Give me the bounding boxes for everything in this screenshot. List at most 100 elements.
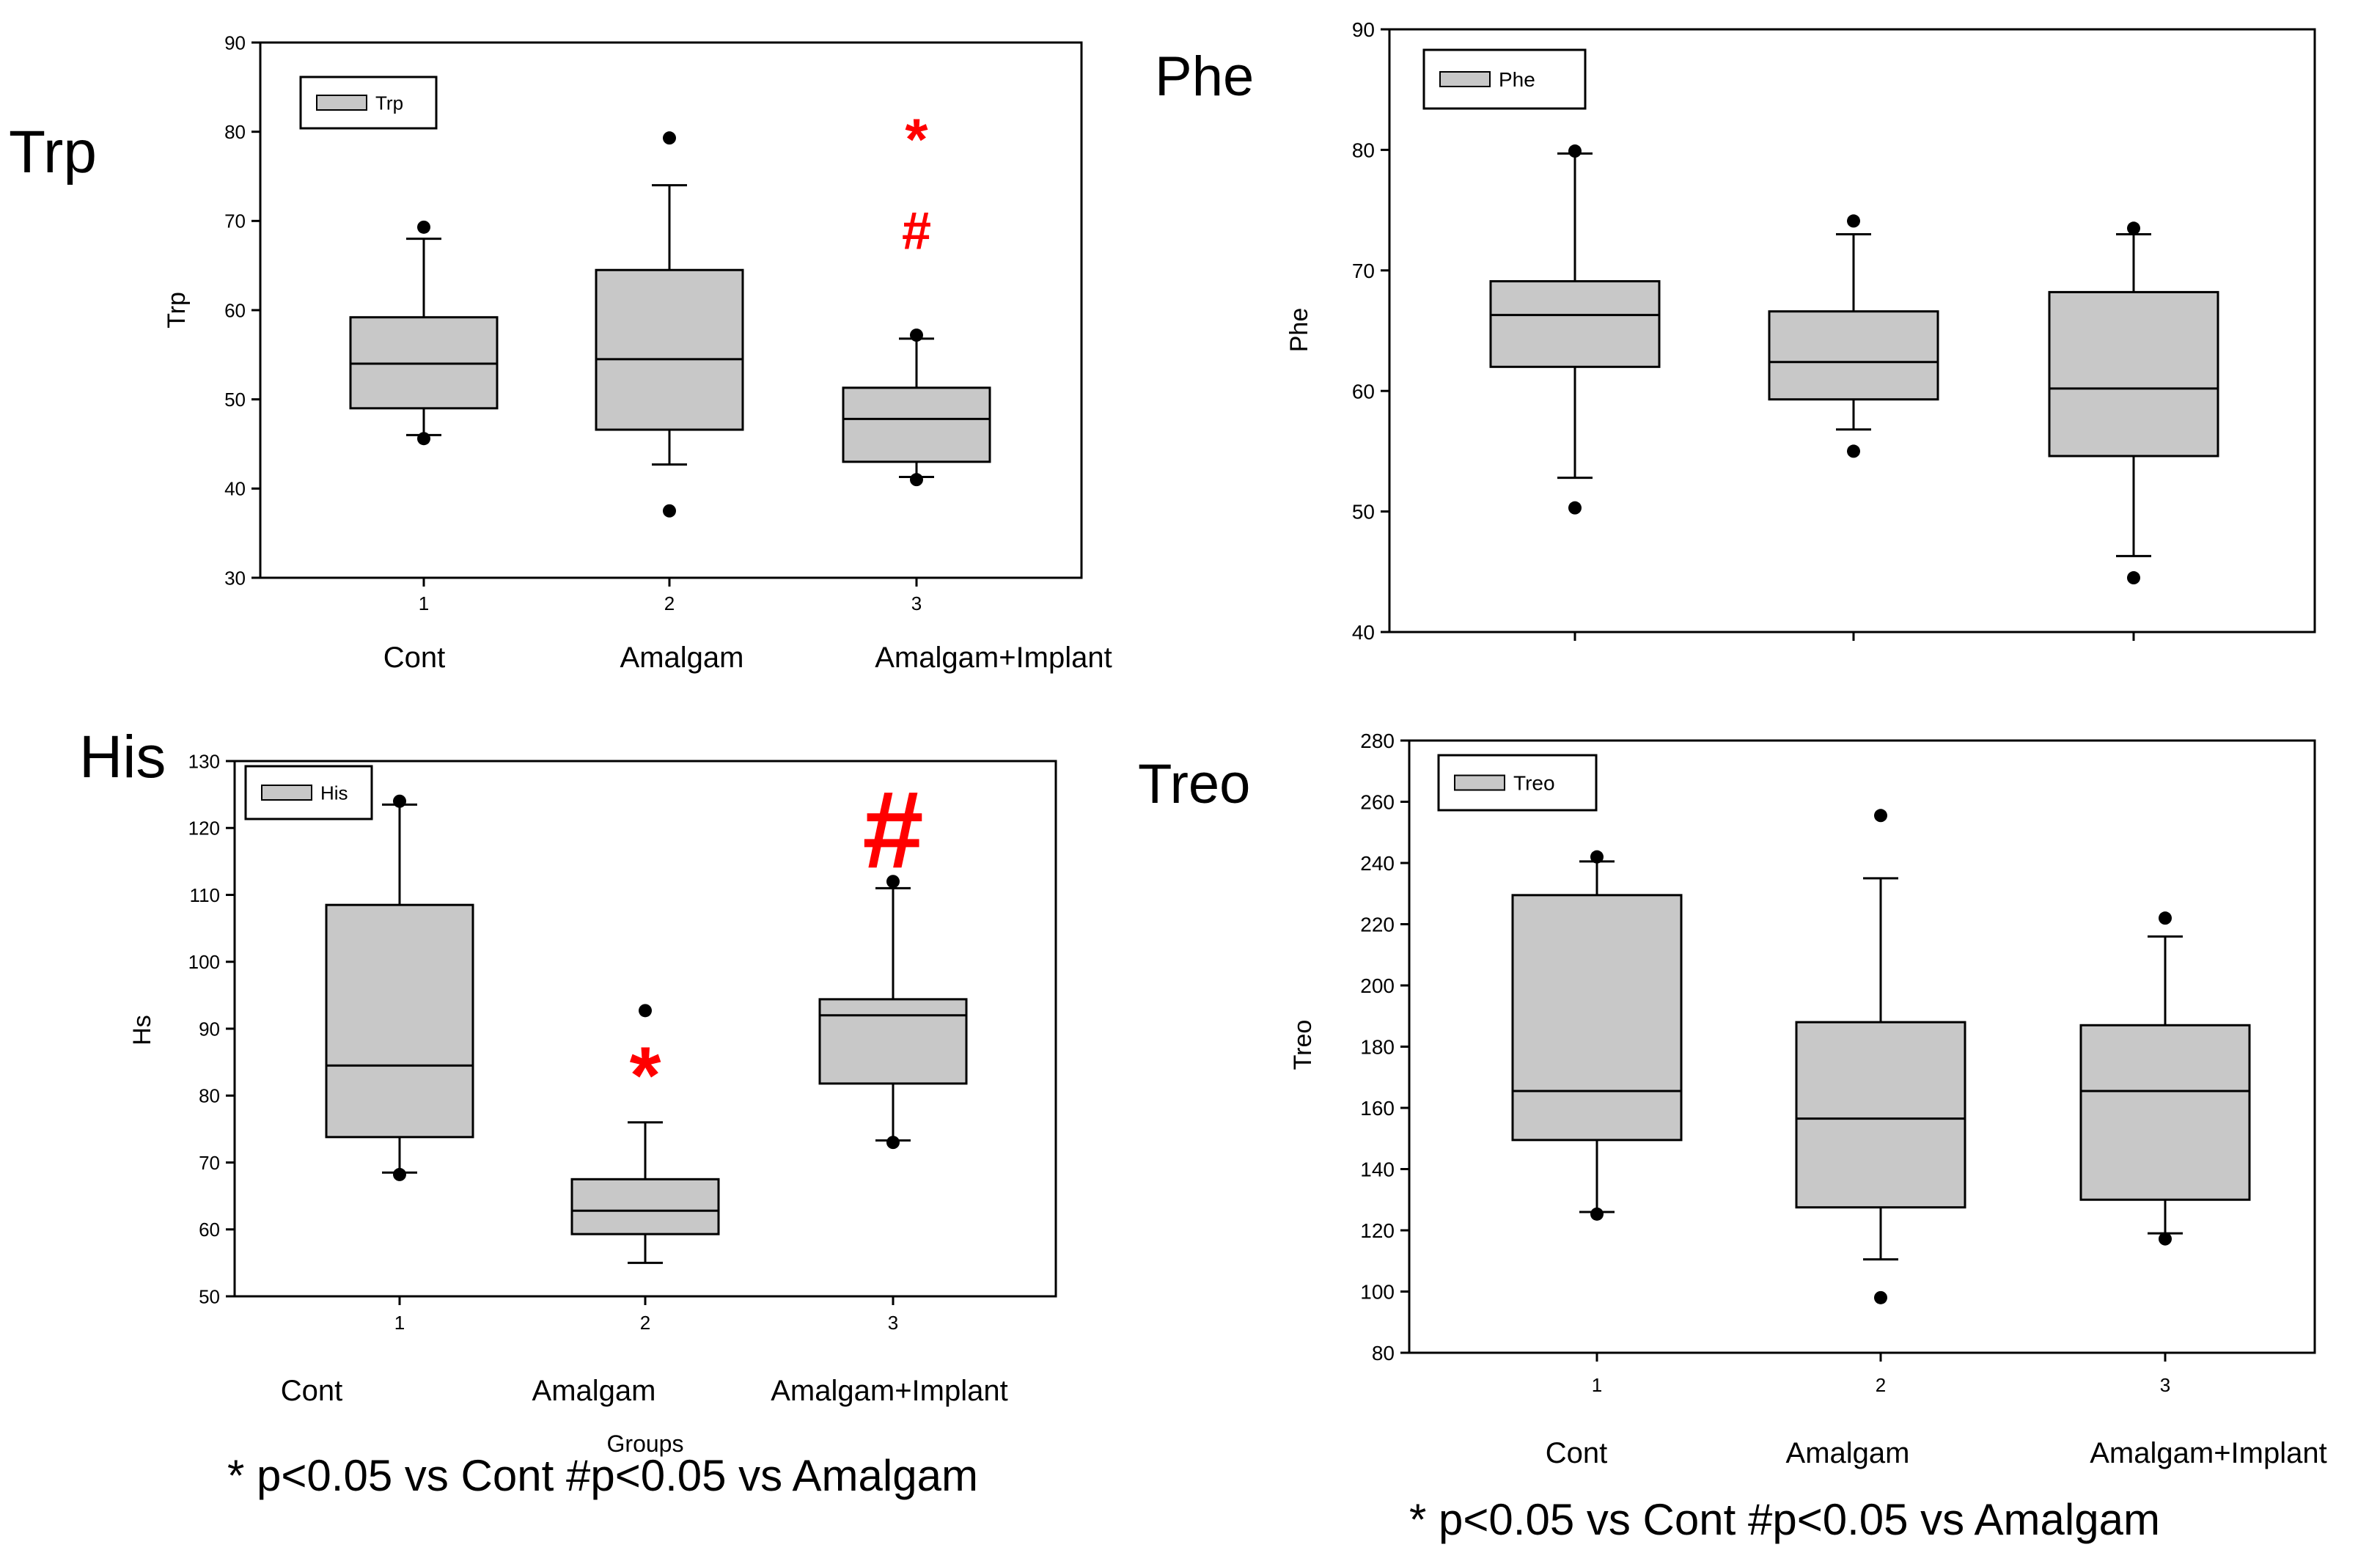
trp-box-1-outlier-1: [417, 432, 430, 446]
phe-box-3: [2048, 290, 2219, 458]
treo-category-label-3: Amalgam+Implant: [2090, 1437, 2326, 1469]
trp-xtick-label-1: 1: [419, 592, 429, 614]
trp-box-3: [842, 386, 991, 463]
trp-significance-mark-2: #: [902, 202, 931, 260]
trp-category-label-1: Cont: [383, 642, 446, 674]
trp-ytick-label-40: 40: [224, 478, 246, 500]
trp-ytick-label-90: 90: [224, 32, 246, 54]
treo-ytick-label-280: 280: [1360, 730, 1395, 752]
treo-box-3-outlier-1: [2159, 1232, 2172, 1246]
treo-ytick-label-140: 140: [1360, 1158, 1395, 1181]
phe-ytick-label-70: 70: [1352, 260, 1375, 282]
his-category-label-1: Cont: [281, 1375, 343, 1407]
his-ytick-label-70: 70: [199, 1152, 220, 1174]
trp-box-2: [595, 268, 744, 431]
trp-ytick-label-80: 80: [224, 121, 246, 143]
treo-box-1-outlier-1: [1590, 1207, 1604, 1221]
his-ytick-label-110: 110: [190, 884, 220, 906]
phe-plot-frame: [1388, 28, 2316, 633]
trp-box-3-outlier-1: [910, 473, 923, 487]
his-box-1: [325, 903, 474, 1139]
treo-box-3-outlier-2: [2159, 911, 2172, 925]
treo-xtick-label-1: 1: [1592, 1374, 1602, 1396]
phe-box-1-outlier-2: [1568, 144, 1582, 158]
trp-box-2-outlier-1: [663, 504, 676, 518]
phe-panel: Phe 40 50 60 70 80 90 Phe Phe: [1155, 18, 2316, 644]
his-ytick-label-120: 120: [188, 818, 220, 840]
his-ytick-label-130: 130: [188, 750, 220, 772]
trp-box-2-outlier-2: [663, 131, 676, 145]
phe-ytick-label-50: 50: [1352, 501, 1375, 524]
trp-y-axis-label: Trp: [163, 292, 191, 328]
his-box-2: [570, 1178, 720, 1235]
phe-legend-swatch: [1439, 71, 1491, 87]
his-legend-label: His: [320, 782, 348, 804]
his-panel-title: His: [79, 724, 166, 790]
treo-ytick-label-240: 240: [1360, 852, 1395, 875]
phe-legend-label: Phe: [1499, 68, 1535, 91]
treo-box-1: [1511, 894, 1683, 1142]
his-panel: His 50 60 70 80 90 100 110 120 130 Hs 1 2 3 Cont Amalga…: [79, 724, 1057, 1457]
treo-ytick-label-200: 200: [1360, 974, 1395, 997]
his-box-3-outlier-2: [886, 875, 900, 889]
treo-ytick-label-100: 100: [1360, 1281, 1395, 1304]
trp-panel-title: Trp: [9, 119, 97, 186]
treo-panel-title: Treo: [1138, 753, 1250, 815]
phe-panel-title: Phe: [1155, 45, 1254, 108]
treo-box-3: [2079, 1024, 2251, 1201]
phe-box-1: [1489, 280, 1661, 368]
trp-ytick-label-50: 50: [224, 389, 246, 411]
treo-y-axis-label: Treo: [1289, 1020, 1317, 1070]
his-y-axis-label: Hs: [128, 1015, 156, 1046]
his-xtick-label-3: 3: [888, 1312, 898, 1334]
his-significance-mark-1: *: [630, 1031, 661, 1121]
trp-legend-swatch: [316, 95, 367, 111]
treo-ytick-label-160: 160: [1360, 1097, 1395, 1120]
treo-panel: Treo 80 100 120 140 160 180 200 220 240 260 280 Treo…: [1138, 730, 2327, 1469]
phe-box-3-outlier-2: [2127, 221, 2140, 235]
treo-ytick-label-120: 120: [1360, 1219, 1395, 1242]
phe-box-1-outlier-1: [1568, 501, 1582, 515]
phe-box-3-outlier-1: [2127, 571, 2140, 585]
his-ytick-label-90: 90: [199, 1018, 220, 1040]
his-category-label-3: Amalgam+Implant: [771, 1375, 1007, 1407]
trp-box-3-outlier-2: [910, 328, 923, 342]
treo-xtick-label-2: 2: [1876, 1374, 1886, 1396]
treo-category-label-1: Cont: [1546, 1437, 1608, 1469]
trp-ytick-label-70: 70: [224, 210, 246, 232]
treo-ytick-label-180: 180: [1360, 1036, 1395, 1059]
trp-legend-label: Trp: [375, 92, 403, 114]
trp-category-label-3: Amalgam+Implant: [875, 642, 1112, 674]
trp-xtick-label-3: 3: [911, 592, 922, 614]
treo-legend-label: Treo: [1513, 772, 1555, 795]
phe-ytick-label-80: 80: [1352, 139, 1375, 161]
trp-ytick-label-60: 60: [224, 299, 246, 321]
treo-box-2-outlier-1: [1874, 1290, 1887, 1304]
his-ytick-label-80: 80: [199, 1085, 220, 1107]
trp-ytick-label-30: 30: [224, 567, 246, 589]
his-box-3: [818, 998, 968, 1085]
phe-box-2: [1768, 310, 1939, 401]
treo-legend-swatch: [1454, 774, 1505, 791]
treo-ytick-label-260: 260: [1360, 791, 1395, 814]
his-ytick-label-50: 50: [199, 1285, 220, 1307]
his-significance-mark-2: #: [862, 768, 923, 891]
treo-box-1-outlier-2: [1590, 850, 1604, 864]
trp-significance-mark-1: *: [905, 107, 928, 172]
his-xtick-label-2: 2: [640, 1312, 650, 1334]
his-legend-swatch: [261, 785, 312, 801]
his-category-label-2: Amalgam: [532, 1375, 656, 1407]
treo-ytick-label-220: 220: [1360, 914, 1395, 936]
phe-box-2-outlier-1: [1847, 444, 1860, 458]
his-ytick-label-60: 60: [199, 1219, 220, 1241]
phe-ytick-label-90: 90: [1352, 18, 1375, 41]
trp-box-1-outlier-2: [417, 220, 430, 234]
his-x-axis-label: Groups: [607, 1430, 684, 1457]
footnote-left: * p<0.05 vs Cont #p<0.05 vs Amalgam: [227, 1451, 978, 1500]
his-box-3-outlier-1: [886, 1136, 900, 1150]
his-box-1-outlier-1: [393, 1167, 406, 1181]
trp-category-label-2: Amalgam: [620, 642, 744, 674]
treo-box-2-outlier-2: [1874, 809, 1887, 823]
phe-ytick-label-60: 60: [1352, 380, 1375, 403]
